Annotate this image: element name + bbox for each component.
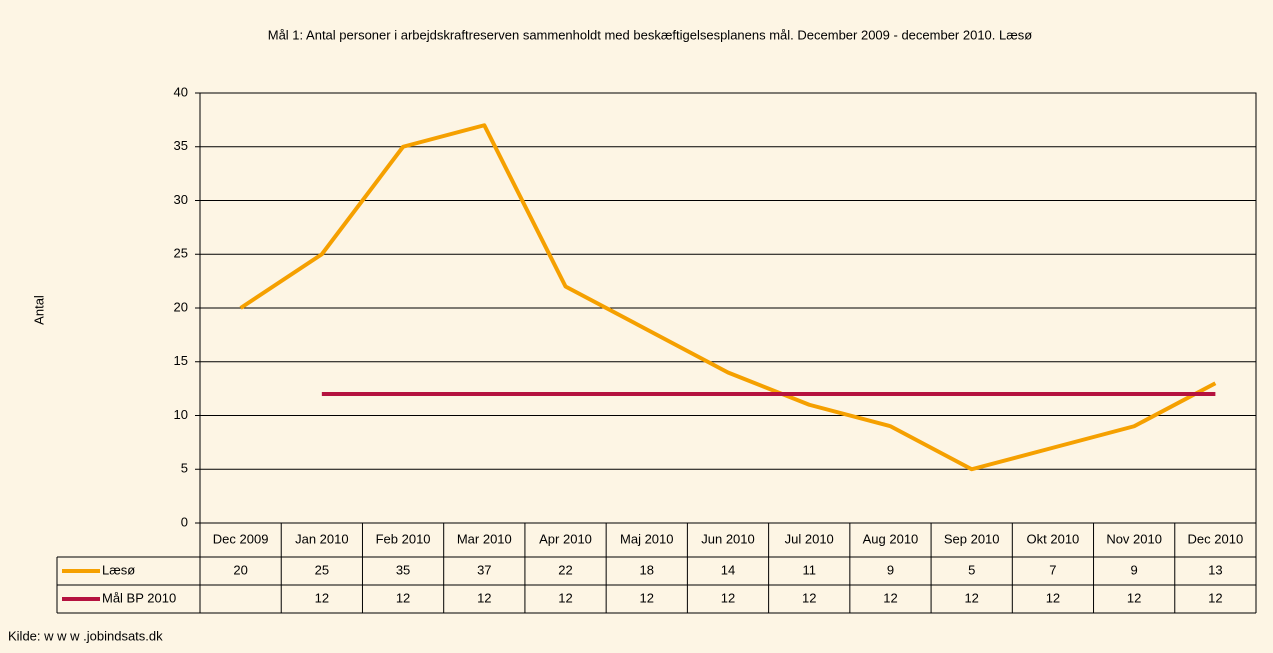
table-cell: 12	[883, 590, 897, 605]
y-tick-label: 35	[174, 138, 188, 153]
y-tick-label: 10	[174, 407, 188, 422]
x-tick-label: Dec 2009	[213, 531, 269, 546]
table-cell: 12	[721, 590, 735, 605]
x-tick-label: Maj 2010	[620, 531, 673, 546]
table-cell: 22	[558, 562, 572, 577]
y-tick-label: 5	[181, 461, 188, 476]
x-tick-label: Nov 2010	[1106, 531, 1162, 546]
table-cell: 12	[396, 590, 410, 605]
y-axis-label: Antal	[31, 295, 46, 325]
source: Kilde: w w w .jobindsats.dk	[8, 628, 163, 643]
table-cell: 12	[1208, 590, 1222, 605]
series-line	[239, 123, 1217, 472]
table-cell: 12	[477, 590, 491, 605]
y-tick-label: 25	[174, 246, 188, 261]
table-cell: 13	[1208, 562, 1222, 577]
table-cell: 9	[887, 562, 894, 577]
table-cell: 12	[558, 590, 572, 605]
y-tick-label: 15	[174, 353, 188, 368]
x-tick-label: Mar 2010	[457, 531, 512, 546]
y-tick-label: 20	[174, 299, 188, 314]
table-cell: 12	[802, 590, 816, 605]
x-tick-label: Aug 2010	[863, 531, 919, 546]
x-tick-label: Feb 2010	[376, 531, 431, 546]
table-cell: 7	[1049, 562, 1056, 577]
x-tick-label: Sep 2010	[944, 531, 1000, 546]
table-cell: 12	[1046, 590, 1060, 605]
table-cell: 25	[315, 562, 329, 577]
table-cell: 12	[964, 590, 978, 605]
legend-label: Mål BP 2010	[102, 590, 176, 605]
x-tick-label: Okt 2010	[1027, 531, 1080, 546]
table-cell: 5	[968, 562, 975, 577]
y-tick-label: 30	[174, 192, 188, 207]
y-tick-label: 0	[181, 514, 188, 529]
legend-label: Læsø	[102, 562, 135, 577]
table-cell: 12	[640, 590, 654, 605]
table-cell: 9	[1131, 562, 1138, 577]
table-cell: 14	[721, 562, 735, 577]
y-tick-label: 40	[174, 84, 188, 99]
x-tick-label: Apr 2010	[539, 531, 592, 546]
x-tick-label: Dec 2010	[1188, 531, 1244, 546]
table-cell: 12	[315, 590, 329, 605]
chart-title: Mål 1: Antal personer i arbejdskraftrese…	[268, 27, 1033, 42]
x-tick-label: Jun 2010	[701, 531, 755, 546]
x-tick-label: Jul 2010	[785, 531, 834, 546]
x-tick-label: Jan 2010	[295, 531, 349, 546]
table-cell: 12	[1127, 590, 1141, 605]
table-cell: 11	[802, 562, 816, 577]
table-cell: 18	[640, 562, 654, 577]
table-cell: 35	[396, 562, 410, 577]
table-cell: 20	[233, 562, 247, 577]
table-cell: 37	[477, 562, 491, 577]
